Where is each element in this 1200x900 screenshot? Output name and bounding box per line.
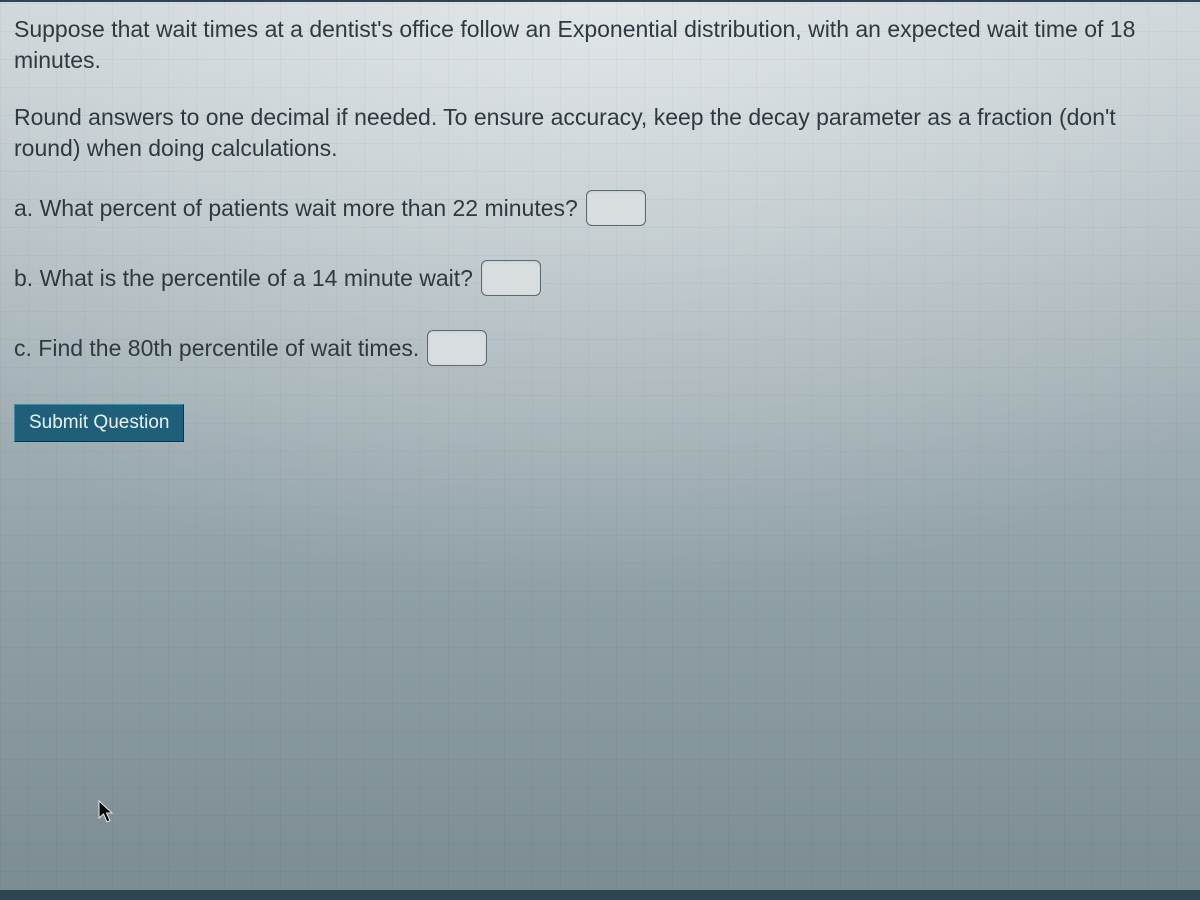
question-frame: Suppose that wait times at a dentist's o… xyxy=(0,0,1200,900)
intro-paragraph-1: Suppose that wait times at a dentist's o… xyxy=(14,14,1186,76)
answer-input-c[interactable] xyxy=(427,330,487,366)
submit-question-button[interactable]: Submit Question xyxy=(14,404,184,442)
answer-input-b[interactable] xyxy=(481,260,541,296)
answer-input-a[interactable] xyxy=(586,190,646,226)
question-row-b: b. What is the percentile of a 14 minute… xyxy=(14,260,1186,296)
submit-button-label: Submit Question xyxy=(29,412,169,433)
question-row-c: c. Find the 80th percentile of wait time… xyxy=(14,330,1186,366)
question-row-a: a. What percent of patients wait more th… xyxy=(14,190,1186,226)
question-c-label: c. Find the 80th percentile of wait time… xyxy=(14,333,419,364)
question-b-label: b. What is the percentile of a 14 minute… xyxy=(14,263,473,294)
question-a-label: a. What percent of patients wait more th… xyxy=(14,193,578,224)
intro-paragraph-2: Round answers to one decimal if needed. … xyxy=(14,102,1186,164)
question-content: Suppose that wait times at a dentist's o… xyxy=(0,2,1200,442)
